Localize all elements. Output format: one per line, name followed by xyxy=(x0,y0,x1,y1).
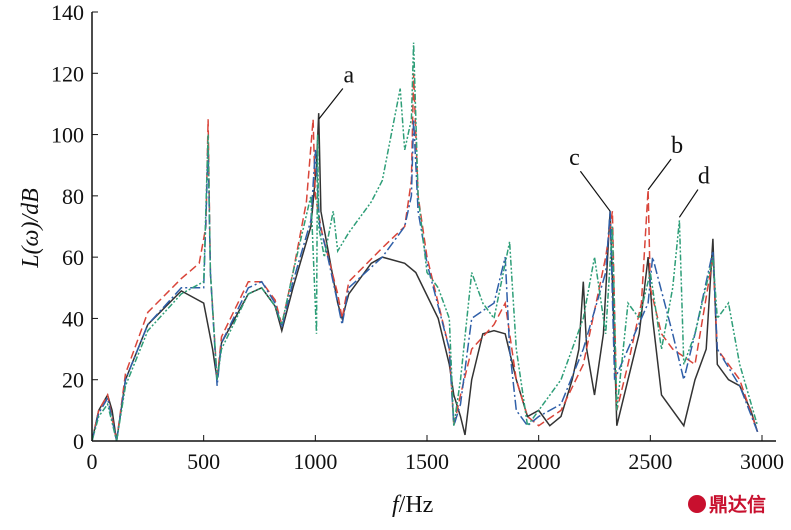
y-tick-label: 100 xyxy=(51,123,84,148)
x-tick-label: 2000 xyxy=(517,449,561,474)
annotation-leader-c xyxy=(579,170,611,212)
annotation-label-b: b xyxy=(671,133,683,159)
watermark-text: 鼎达信 xyxy=(709,494,767,516)
annotation-label-d: d xyxy=(698,164,710,190)
axes: 0 500 1000 1500 2000 2500 3000 0 20 40 60 80 100 120 1… xyxy=(51,0,784,474)
annotation-label-a: a xyxy=(344,62,355,88)
x-tick-label: 1500 xyxy=(405,449,449,474)
watermark-logo: 鼎达信 xyxy=(688,490,766,517)
y-tick-label: 140 xyxy=(51,0,84,25)
series-line-solid xyxy=(91,113,759,442)
x-tick-label: 3000 xyxy=(740,449,784,474)
annotation-leader-a xyxy=(318,88,344,120)
logo-icon xyxy=(688,494,706,513)
series-lines xyxy=(91,42,759,442)
y-tick-label: 40 xyxy=(62,306,84,331)
y-tick-label: 20 xyxy=(62,368,84,393)
annotations: a b c d xyxy=(318,62,710,218)
x-tick-label: 0 xyxy=(87,449,98,474)
x-tick-label: 2500 xyxy=(628,449,672,474)
y-tick-label: 120 xyxy=(51,61,84,86)
annotation-leader-b xyxy=(647,158,672,191)
x-tick-label: 1000 xyxy=(293,449,337,474)
annotation-leader-d xyxy=(678,189,699,218)
annotation-label-c: c xyxy=(569,145,580,171)
series-line-dashdot xyxy=(91,119,759,442)
x-tick-label: 500 xyxy=(187,449,220,474)
y-axis-label: L(ω)/dB xyxy=(18,188,44,269)
y-tick-label: 60 xyxy=(62,245,84,270)
y-tick-label: 80 xyxy=(62,184,84,209)
y-tick-label: 0 xyxy=(73,429,84,454)
x-axis-label: f/Hz xyxy=(392,492,433,518)
